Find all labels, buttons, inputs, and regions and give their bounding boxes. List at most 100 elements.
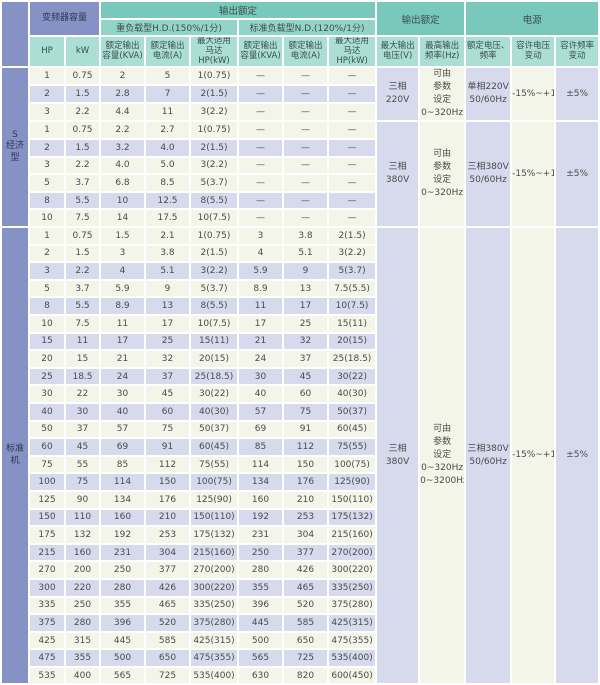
- cell-kw: 3.7: [66, 175, 100, 191]
- cell-hd-amp: 5.1: [146, 263, 190, 279]
- cell-hd-kva: 114: [101, 474, 145, 490]
- cell-nd-amp: 17: [284, 298, 328, 315]
- cell-hd-amp: 585: [146, 632, 190, 649]
- corner-cell: [2, 2, 28, 67]
- cell-nd-motor: 100(75): [329, 456, 376, 473]
- table-row: 335 250 355 465 335(250) 396 520 375(280): [2, 597, 598, 614]
- table-row: 175 132 192 253 175(132) 231 304 215(160): [2, 527, 598, 543]
- cell-hd-kva: 231: [101, 544, 145, 561]
- cell-kw: 22: [66, 386, 100, 402]
- cell-kw: 2.2: [66, 104, 100, 121]
- header-hd-max-motor: 最大适用 马达HP(kW): [191, 37, 238, 67]
- cell-nd-kva: 192: [239, 509, 283, 526]
- cell-hd-motor: 150(110): [191, 509, 238, 526]
- cell-kw: 220: [66, 579, 100, 596]
- cell-nd-amp: —: [284, 86, 328, 103]
- cell-hd-motor: 475(355): [191, 650, 238, 666]
- cell-hp: 8: [30, 298, 64, 315]
- supply-cell: 单相220V 50/60Hz: [466, 68, 511, 121]
- cell-hd-amp: 37: [146, 368, 190, 385]
- cell-hd-motor: 15(11): [191, 333, 238, 350]
- cell-hd-amp: 9: [146, 280, 190, 297]
- cell-hp: 75: [30, 456, 64, 473]
- cell-hd-amp: 650: [146, 650, 190, 666]
- cell-hd-motor: 535(400): [191, 667, 238, 684]
- cell-nd-amp: 150: [284, 456, 328, 473]
- cell-hd-amp: 253: [146, 527, 190, 543]
- cell-nd-motor: 2(1.5): [329, 228, 376, 244]
- table-body: S 经济型 1 0.75 2 5 1(0.75) — — — 三相 220V 可由 参数 设定 0~…: [2, 68, 599, 684]
- table-row: 10 7.5 11 17 10(7.5) 17 25 15(11): [2, 316, 598, 332]
- cell-hp: 270: [30, 562, 64, 578]
- cell-hp: 2: [30, 140, 64, 156]
- header-power: 电源: [466, 2, 599, 35]
- cell-kw: 400: [66, 667, 100, 684]
- cell-hp: 100: [30, 474, 64, 490]
- cell-kw: 0.75: [66, 68, 100, 85]
- cell-kw: 5.5: [66, 192, 100, 209]
- cell-nd-motor: 535(400): [329, 650, 376, 666]
- group-label: S 经济型: [2, 68, 28, 227]
- cell-nd-motor: 75(55): [329, 439, 376, 455]
- cell-hd-motor: 2(1.5): [191, 245, 238, 262]
- max-frequency-cell: 可由 参数 设定 0~320Hz: [420, 122, 465, 227]
- cell-kw: 1.5: [66, 245, 100, 262]
- header-capacity: 变频器容量: [30, 2, 100, 35]
- cell-hd-amp: 210: [146, 509, 190, 526]
- cell-hd-motor: 8(5.5): [191, 192, 238, 209]
- cell-nd-kva: —: [239, 122, 283, 139]
- cell-nd-amp: 32: [284, 333, 328, 350]
- cell-nd-amp: 112: [284, 439, 328, 455]
- cell-nd-motor: 175(132): [329, 509, 376, 526]
- cell-nd-amp: —: [284, 122, 328, 139]
- cell-hp: 425: [30, 632, 64, 649]
- cell-hp: 25: [30, 368, 64, 385]
- cell-hd-amp: 5.0: [146, 157, 190, 174]
- cell-kw: 18.5: [66, 368, 100, 385]
- cell-nd-amp: 377: [284, 544, 328, 561]
- cell-hp: 30: [30, 386, 64, 402]
- cell-kw: 3.7: [66, 280, 100, 297]
- cell-hd-amp: 8.5: [146, 175, 190, 191]
- max-frequency-cell: 可由 参数 设定 0~320Hz 0~3200Hz: [420, 228, 465, 684]
- supply-cell: 三相380V 50/60Hz: [466, 228, 511, 684]
- cell-hd-motor: 8(5.5): [191, 298, 238, 315]
- cell-nd-motor: 50(37): [329, 403, 376, 420]
- cell-hd-motor: 3(2.2): [191, 157, 238, 174]
- header-nd-max-motor: 最大适用 马达HP(kW): [329, 37, 376, 67]
- cell-nd-motor: 475(355): [329, 632, 376, 649]
- cell-nd-kva: 160: [239, 491, 283, 508]
- cell-hd-motor: 1(0.75): [191, 122, 238, 139]
- cell-nd-motor: —: [329, 210, 376, 227]
- cell-hd-amp: 150: [146, 474, 190, 490]
- cell-nd-amp: 304: [284, 527, 328, 543]
- table-row: 425 315 445 585 425(315) 500 650 475(355): [2, 632, 598, 649]
- cell-hd-kva: 2.8: [101, 86, 145, 103]
- cell-nd-kva: —: [239, 210, 283, 227]
- table-row: 8 5.5 8.9 13 8(5.5) 11 17 10(7.5): [2, 298, 598, 315]
- cell-hd-motor: 20(15): [191, 351, 238, 367]
- cell-hd-motor: 5(3.7): [191, 280, 238, 297]
- cell-nd-kva: 8.9: [239, 280, 283, 297]
- cell-hd-amp: 75: [146, 421, 190, 438]
- supply-cell: 三相380V 50/60Hz: [466, 122, 511, 227]
- cell-hd-motor: 270(200): [191, 562, 238, 578]
- cell-nd-amp: —: [284, 68, 328, 85]
- cell-hd-kva: 14: [101, 210, 145, 227]
- cell-hp: 300: [30, 579, 64, 596]
- cell-kw: 5.5: [66, 298, 100, 315]
- cell-nd-kva: 114: [239, 456, 283, 473]
- table-row: 8 5.5 10 12.5 8(5.5) — — —: [2, 192, 598, 209]
- cell-hp: 125: [30, 491, 64, 508]
- cell-hp: 3: [30, 104, 64, 121]
- cell-hd-motor: 1(0.75): [191, 68, 238, 85]
- cell-hd-motor: 60(45): [191, 439, 238, 455]
- cell-kw: 30: [66, 403, 100, 420]
- cell-hd-amp: 4.0: [146, 140, 190, 156]
- cell-nd-motor: —: [329, 192, 376, 209]
- cell-nd-kva: —: [239, 68, 283, 85]
- cell-nd-kva: 11: [239, 298, 283, 315]
- header-kw: kW: [66, 37, 100, 67]
- cell-hd-motor: 10(7.5): [191, 316, 238, 332]
- cell-kw: 200: [66, 562, 100, 578]
